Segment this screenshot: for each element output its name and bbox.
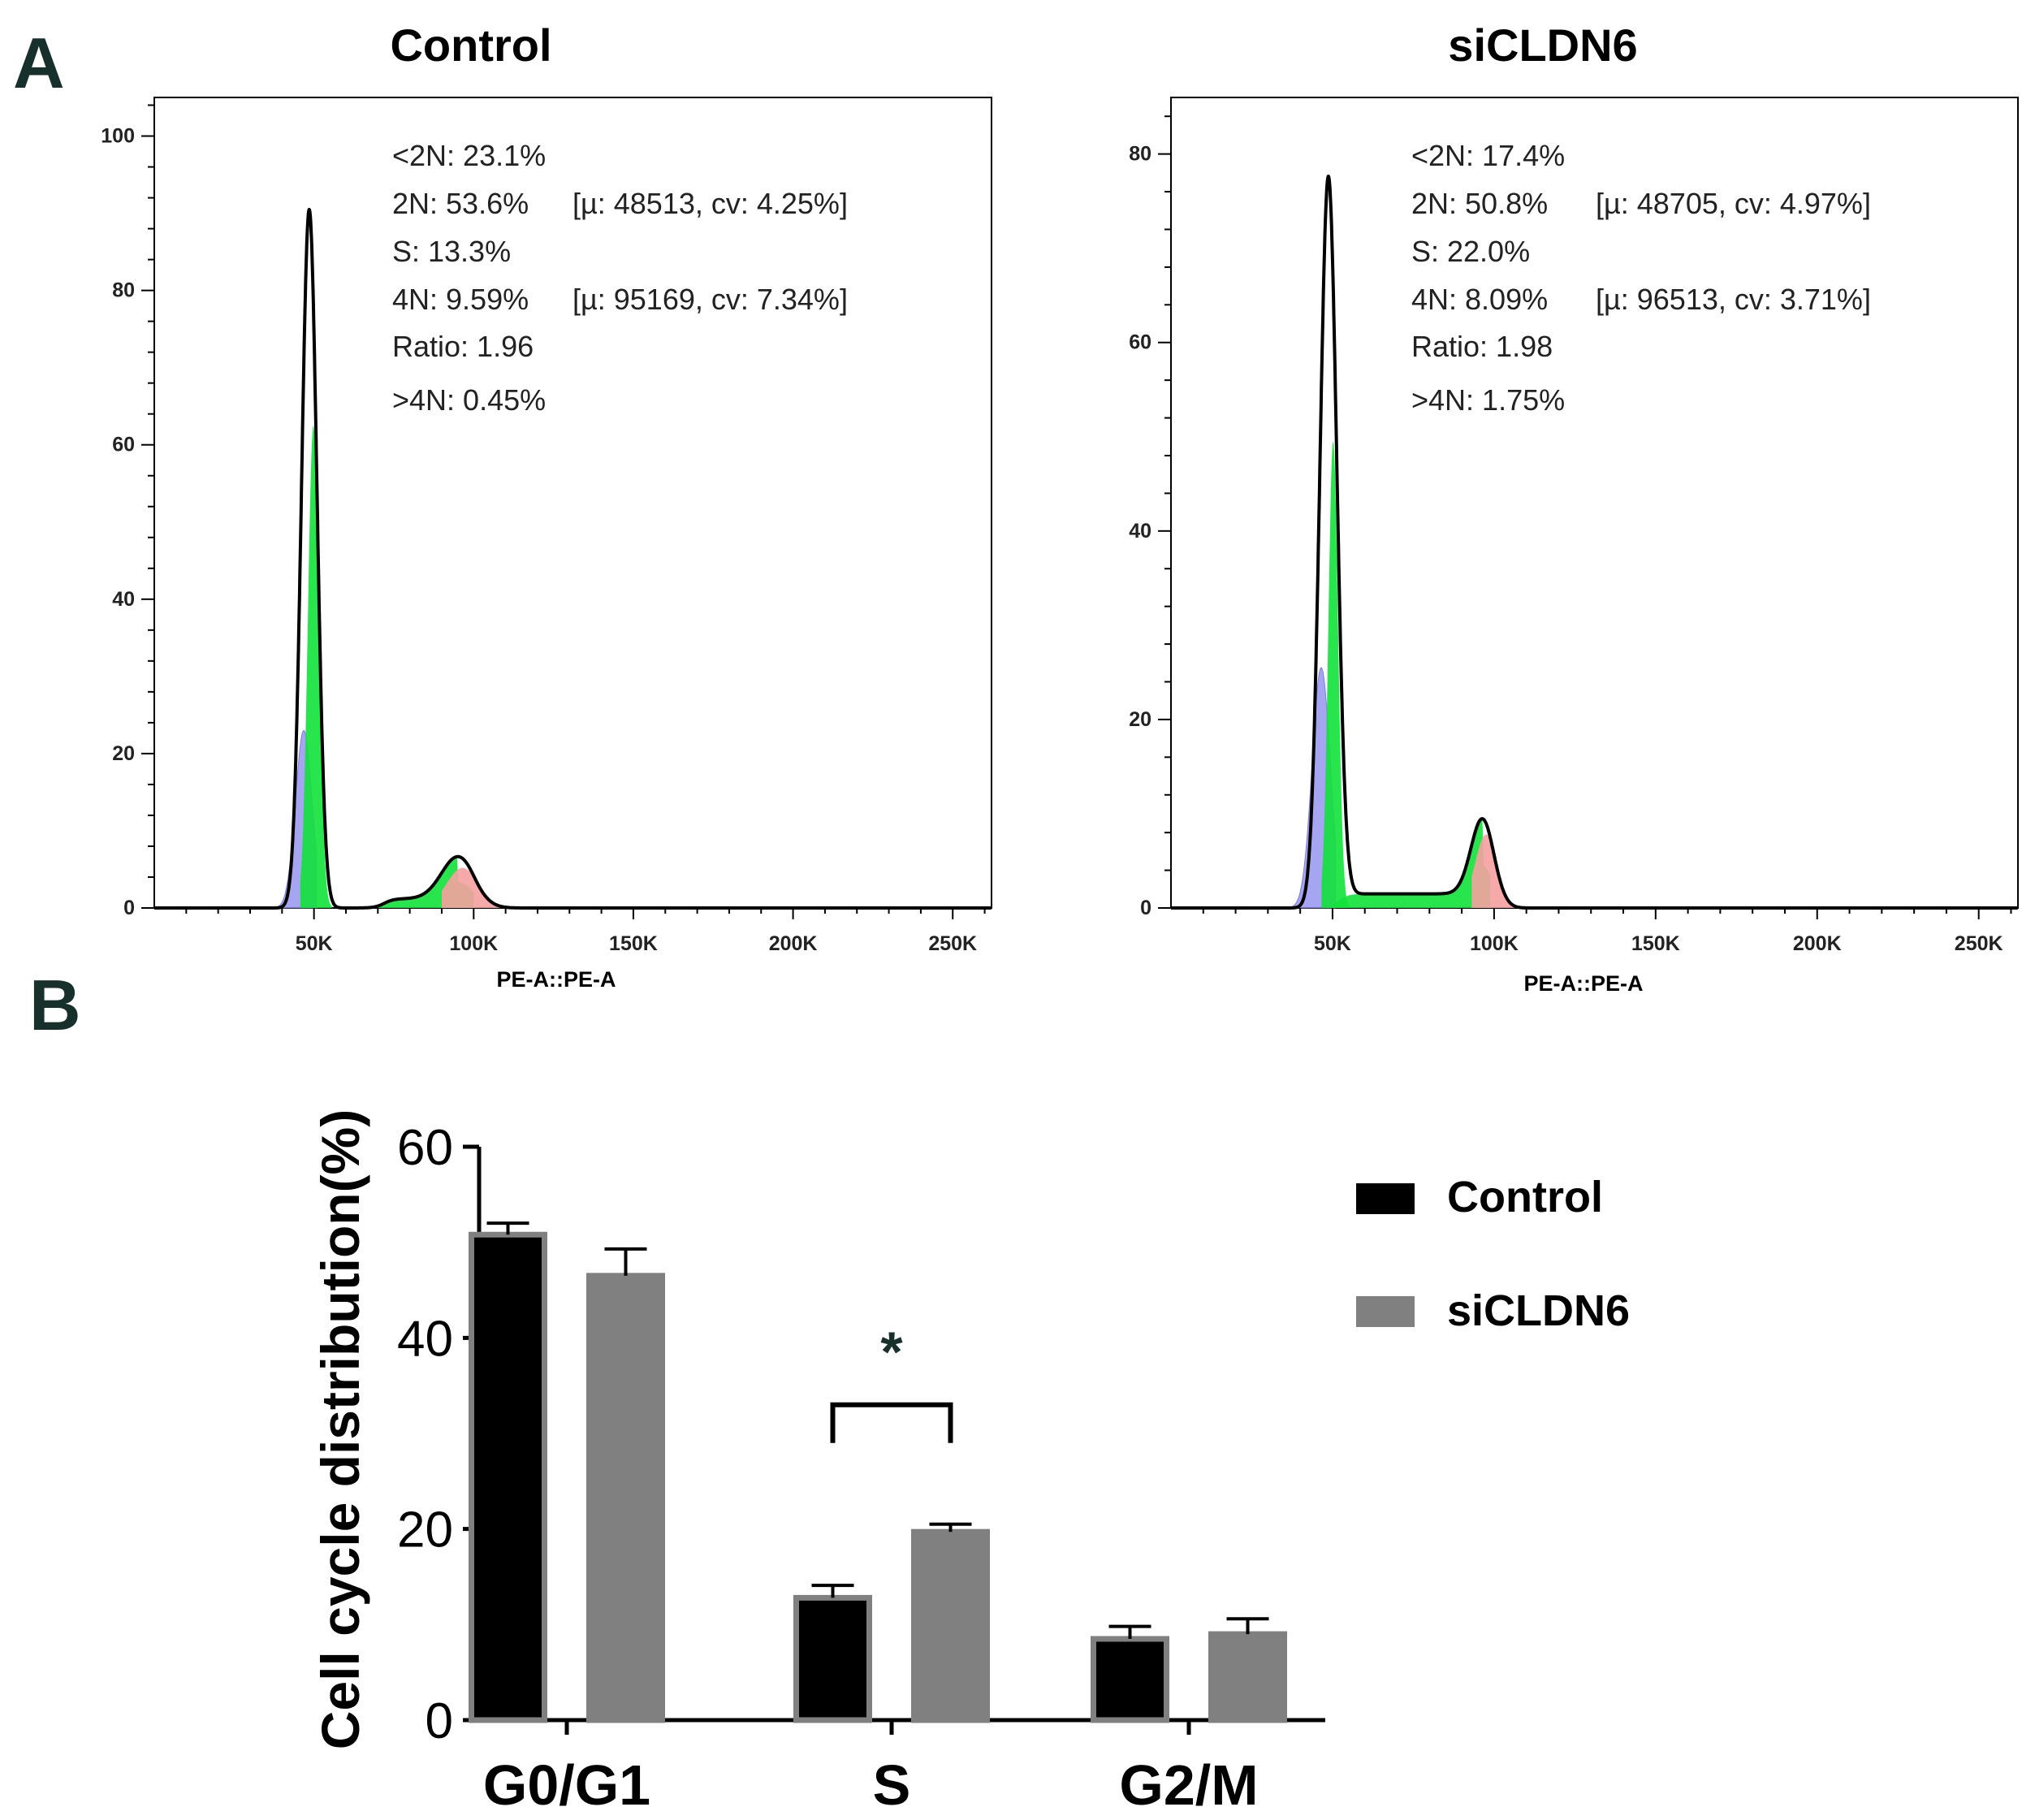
- bar-control: [793, 1594, 872, 1723]
- y-tick-label: 0: [123, 897, 135, 919]
- histogram-control: Control PE-A::PE-A 50K 100K 150K 200K 250K 0…: [101, 19, 993, 992]
- stats-box: <2N: 17.4% 2N: 50.8% [µ: 48705, cv: 4.97…: [1411, 139, 1871, 417]
- g1-fill: [1321, 441, 1350, 908]
- fit-curve: [153, 207, 993, 910]
- significance-label: *: [880, 1321, 903, 1384]
- fit-curve: [1169, 174, 2020, 910]
- fit-line: [153, 207, 993, 910]
- x-tick-label: G2/M: [1119, 1753, 1258, 1817]
- bar-sicldn6: [911, 1528, 990, 1723]
- stat-2n-extra: [µ: 48513, cv: 4.25%]: [572, 187, 848, 220]
- x-tick-label: 150K: [609, 932, 658, 955]
- significance-markers: *: [830, 1321, 953, 1443]
- y-tick-label: 0: [1140, 897, 1151, 919]
- y-tick-label: 20: [1129, 708, 1151, 731]
- stat-sub2n: <2N: 23.1%: [392, 139, 546, 172]
- legend-swatch-control: [1356, 1183, 1415, 1214]
- stat-2n: 2N: 50.8%: [1411, 187, 1548, 220]
- y-axis-label: Cell cycle distribution(%): [310, 1109, 370, 1749]
- legend-swatch-sicldn6: [1356, 1296, 1415, 1327]
- bar-control: [469, 1231, 547, 1723]
- significance-bracket: [830, 1402, 953, 1443]
- x-tick-label: S: [873, 1753, 911, 1817]
- bar-chart: Cell cycle distribution(%) 0 20 40 60 G0/G1…: [310, 1109, 1630, 1817]
- stat-sub2n: <2N: 17.4%: [1411, 139, 1565, 172]
- x-tick-label: 50K: [1314, 932, 1351, 955]
- stat-4n: 4N: 9.59%: [392, 283, 529, 316]
- x-tick-label: 100K: [449, 932, 498, 955]
- y-tick-label: 60: [1129, 331, 1151, 354]
- legend-label-sicldn6: siCLDN6: [1447, 1286, 1630, 1335]
- g2-fill: [1471, 834, 1519, 908]
- stat-over4n: >4N: 0.45%: [392, 383, 546, 417]
- stat-s: S: 13.3%: [392, 235, 511, 268]
- y-tick-label: 40: [1129, 520, 1151, 543]
- y-tick-label: 100: [101, 125, 135, 148]
- stat-4n-extra: [µ: 96513, cv: 3.71%]: [1596, 283, 1871, 316]
- x-axis-label: PE-A::PE-A: [1524, 971, 1644, 996]
- x-axis-label: PE-A::PE-A: [497, 967, 616, 992]
- stat-ratio: Ratio: 1.96: [392, 330, 534, 363]
- bars: [469, 1221, 1287, 1723]
- x-tick-label: 250K: [928, 932, 977, 955]
- stat-over4n: >4N: 1.75%: [1411, 383, 1565, 417]
- x-axis-ticks: 50K 100K 150K 200K 250K: [185, 908, 986, 955]
- stat-2n: 2N: 53.6%: [392, 187, 529, 220]
- g1-fill: [300, 426, 332, 908]
- phase-fills: [1284, 441, 1519, 909]
- y-tick-label: 80: [112, 279, 135, 302]
- y-tick-label: 40: [112, 588, 135, 611]
- stat-4n: 4N: 8.09%: [1411, 283, 1548, 316]
- stat-4n-extra: [µ: 95169, cv: 7.34%]: [572, 283, 848, 316]
- fit-line: [1169, 174, 2020, 910]
- x-axis-ticks: 50K 100K 150K 200K 250K: [1202, 908, 2012, 955]
- y-tick-label: 20: [397, 1502, 453, 1558]
- x-tick-label: 200K: [769, 932, 818, 955]
- y-tick-label: 80: [1129, 143, 1151, 166]
- x-tick-label: G0/G1: [483, 1753, 650, 1817]
- legend-label-control: Control: [1447, 1173, 1603, 1221]
- stats-box: <2N: 23.1% 2N: 53.6% [µ: 48513, cv: 4.25…: [392, 139, 848, 417]
- x-tick-label: 150K: [1631, 932, 1680, 955]
- y-tick-label: 60: [397, 1120, 453, 1176]
- bar-control: [1091, 1636, 1169, 1723]
- y-tick-label: 60: [112, 434, 135, 456]
- g2-fill: [441, 867, 511, 908]
- x-tick-label: 100K: [1470, 932, 1519, 955]
- x-tick-label: 200K: [1793, 932, 1842, 955]
- histogram-sicldn6: siCLDN6 PE-A::PE-A 50K 100K 150K 200K 250K 0…: [1129, 19, 2020, 996]
- x-axis-ticks: G0/G1 S G2/M: [483, 1720, 1259, 1817]
- y-axis-ticks: 0 20 40 60 80: [1129, 115, 1171, 919]
- stat-s: S: 22.0%: [1411, 235, 1530, 268]
- y-tick-label: 40: [397, 1311, 453, 1367]
- y-tick-label: 0: [426, 1693, 453, 1749]
- y-tick-label: 20: [112, 742, 135, 765]
- panel-label-b: B: [29, 965, 81, 1045]
- stat-2n-extra: [µ: 48705, cv: 4.97%]: [1596, 187, 1871, 220]
- y-axis-ticks: 0 20 40 60 80 100: [101, 104, 154, 919]
- bar-sicldn6: [586, 1273, 665, 1723]
- x-tick-label: 50K: [296, 932, 333, 955]
- stat-ratio: Ratio: 1.98: [1411, 330, 1553, 363]
- histogram-title: Control: [390, 19, 551, 71]
- bar-sicldn6: [1208, 1631, 1287, 1723]
- x-tick-label: 250K: [1955, 932, 2003, 955]
- legend: Control siCLDN6: [1356, 1173, 1630, 1335]
- histogram-title: siCLDN6: [1448, 19, 1637, 71]
- panel-label-a: A: [13, 23, 65, 103]
